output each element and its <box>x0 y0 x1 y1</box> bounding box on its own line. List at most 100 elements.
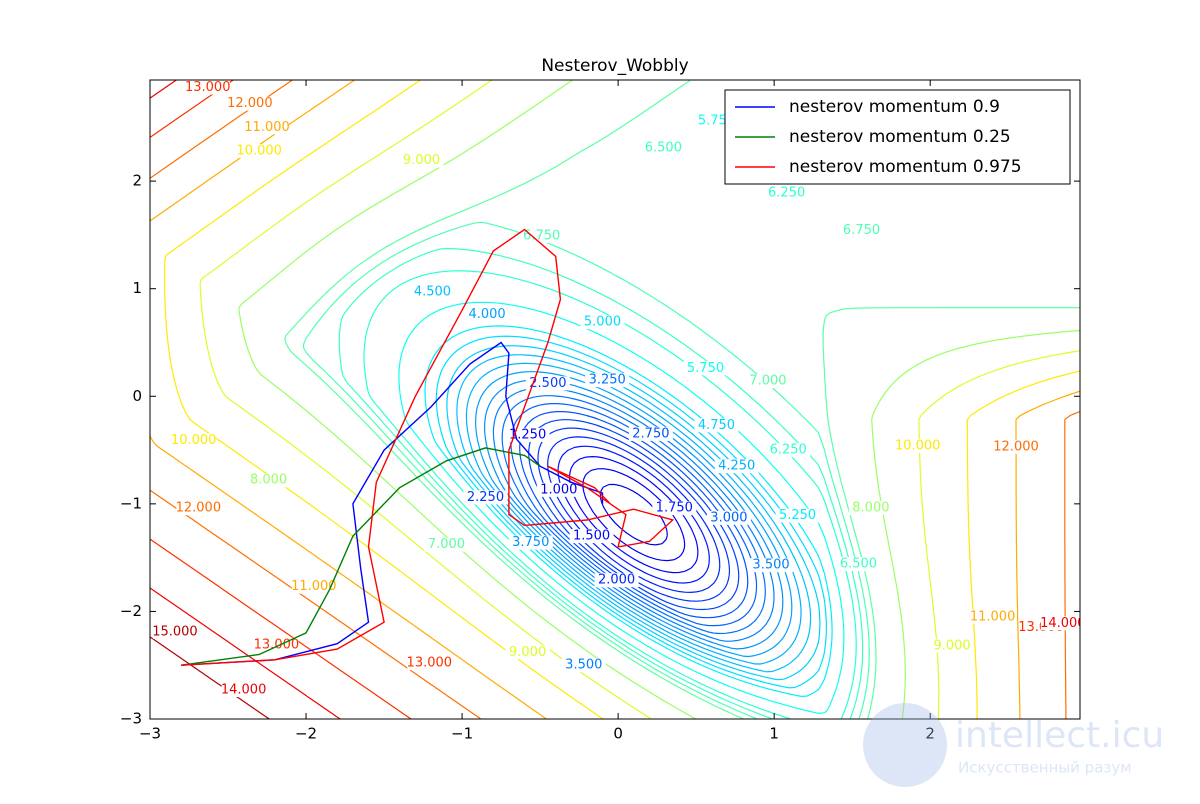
contour-label: 3.500 <box>752 558 789 573</box>
contour-label: 2.250 <box>467 490 504 505</box>
contour-label: 9.000 <box>933 638 970 653</box>
axes: −3 −2 −1 0 1 2 −3 −2 −1 0 1 2 <box>120 80 1080 743</box>
legend-label: nesterov momentum 0.975 <box>789 157 1022 177</box>
contour-line <box>363 270 857 719</box>
contour-label: 4.250 <box>718 459 755 474</box>
contour-label: 13.000 <box>407 656 453 671</box>
contour-label: 1.750 <box>656 501 693 516</box>
contour-label-bg <box>508 535 553 550</box>
contour-label-bg <box>227 96 272 111</box>
contour-label-bg <box>561 658 606 673</box>
contour-label: 6.250 <box>768 185 805 200</box>
y-tick-label: −3 <box>120 710 142 728</box>
watermark-logo <box>863 703 947 787</box>
contour-label: 8.000 <box>250 473 287 488</box>
x-tick-label: −2 <box>295 725 317 743</box>
contour-label: 1.500 <box>573 529 610 544</box>
contour-label: 11.000 <box>291 579 337 594</box>
chart-title: Nesterov_Wobbly <box>541 56 688 76</box>
legend-box <box>724 89 1071 185</box>
watermark: intellect.icu Искусственный разум <box>863 703 1164 787</box>
contour-label-bg <box>764 185 809 200</box>
contour-label: 10.000 <box>171 433 217 448</box>
contour-label-bg <box>465 307 510 322</box>
contour-label-bg <box>683 361 728 376</box>
contour-label-bg <box>641 140 686 155</box>
y-tick-label: 2 <box>132 172 142 190</box>
contour-label-bg <box>628 426 673 441</box>
contour-line <box>302 221 870 719</box>
x-tick-label: −3 <box>139 725 161 743</box>
contour-label-bg <box>237 144 282 158</box>
trajectories <box>181 228 675 666</box>
y-tick-label: 0 <box>132 387 142 405</box>
contour-label-bg <box>749 558 794 573</box>
contour-label-bg <box>519 228 564 243</box>
contour-label-bg <box>585 373 630 388</box>
contour-label: 11.000 <box>244 120 290 135</box>
contour-label: 2.000 <box>598 573 635 588</box>
contour-label: 2.750 <box>632 426 669 441</box>
x-tick-label: −1 <box>451 725 473 743</box>
x-tick-label: 1 <box>769 725 779 743</box>
contour-line <box>510 403 758 627</box>
contour-label-bg <box>745 374 790 389</box>
contour-label: 7.000 <box>428 537 465 552</box>
contour-label-bg <box>594 573 639 588</box>
contour-label-bg <box>185 80 230 95</box>
contour-label: 4.500 <box>414 284 451 299</box>
contour-label-bg <box>775 508 820 523</box>
contour-label: 12.000 <box>176 501 222 516</box>
watermark-site: intellect.icu <box>955 715 1164 756</box>
legend-label: nesterov momentum 0.9 <box>789 97 1000 117</box>
contour-label: 13.000 <box>185 80 231 95</box>
contour-label-bg <box>895 438 940 453</box>
contour-label: 8.000 <box>852 501 889 516</box>
contour-label: 1.000 <box>540 482 577 497</box>
contour-label-bg <box>652 501 697 516</box>
contour-label-bg <box>536 482 581 497</box>
contour-label: 3.750 <box>512 535 549 550</box>
contour-label-bg <box>399 153 444 168</box>
contour-line <box>424 325 833 697</box>
contour-label-bg <box>714 459 759 474</box>
contour-line <box>599 483 668 546</box>
contour-label-bg <box>424 537 469 552</box>
x-tick-label: 2 <box>925 725 935 743</box>
contour-line <box>284 80 1080 719</box>
contour-label: 14.000 <box>1040 616 1086 631</box>
contour-line <box>537 427 731 602</box>
legend: nesterov momentum 0.9 nesterov momentum 0… <box>724 89 1071 185</box>
contour-line <box>435 335 827 689</box>
contour-label-bg <box>766 443 811 458</box>
contour-label-bg <box>291 579 336 594</box>
contour-label-bg <box>407 656 452 671</box>
contour-label-bg <box>221 682 266 697</box>
y-tick-label: 1 <box>132 279 142 297</box>
contour-label-bg <box>839 223 884 238</box>
contour-label-bg <box>176 501 221 516</box>
contour-line <box>456 354 812 673</box>
contour-label: 6.750 <box>523 228 560 243</box>
contour-label: 3.250 <box>589 373 626 388</box>
contour-label: 4.000 <box>468 307 505 322</box>
contour-label: 14.000 <box>221 682 267 697</box>
contour-label: 6.250 <box>770 443 807 458</box>
contour-line <box>398 301 845 714</box>
contour-label-bg <box>930 638 975 653</box>
contour-label: 11.000 <box>970 609 1016 624</box>
contour-label: 7.000 <box>749 374 786 389</box>
trajectory <box>181 228 675 666</box>
contour-label-bg <box>505 645 550 660</box>
contour-label: 1.250 <box>509 428 546 443</box>
trajectory <box>181 447 541 666</box>
contour-label-bg <box>1040 616 1080 631</box>
contour-line <box>519 411 749 619</box>
contour-line <box>492 387 775 642</box>
contour-label-bg <box>569 529 614 544</box>
contour-label: 3.500 <box>565 658 602 673</box>
contour-label-bg <box>410 284 455 299</box>
contour-label-bg <box>525 376 570 391</box>
x-tick-label: 0 <box>613 725 623 743</box>
